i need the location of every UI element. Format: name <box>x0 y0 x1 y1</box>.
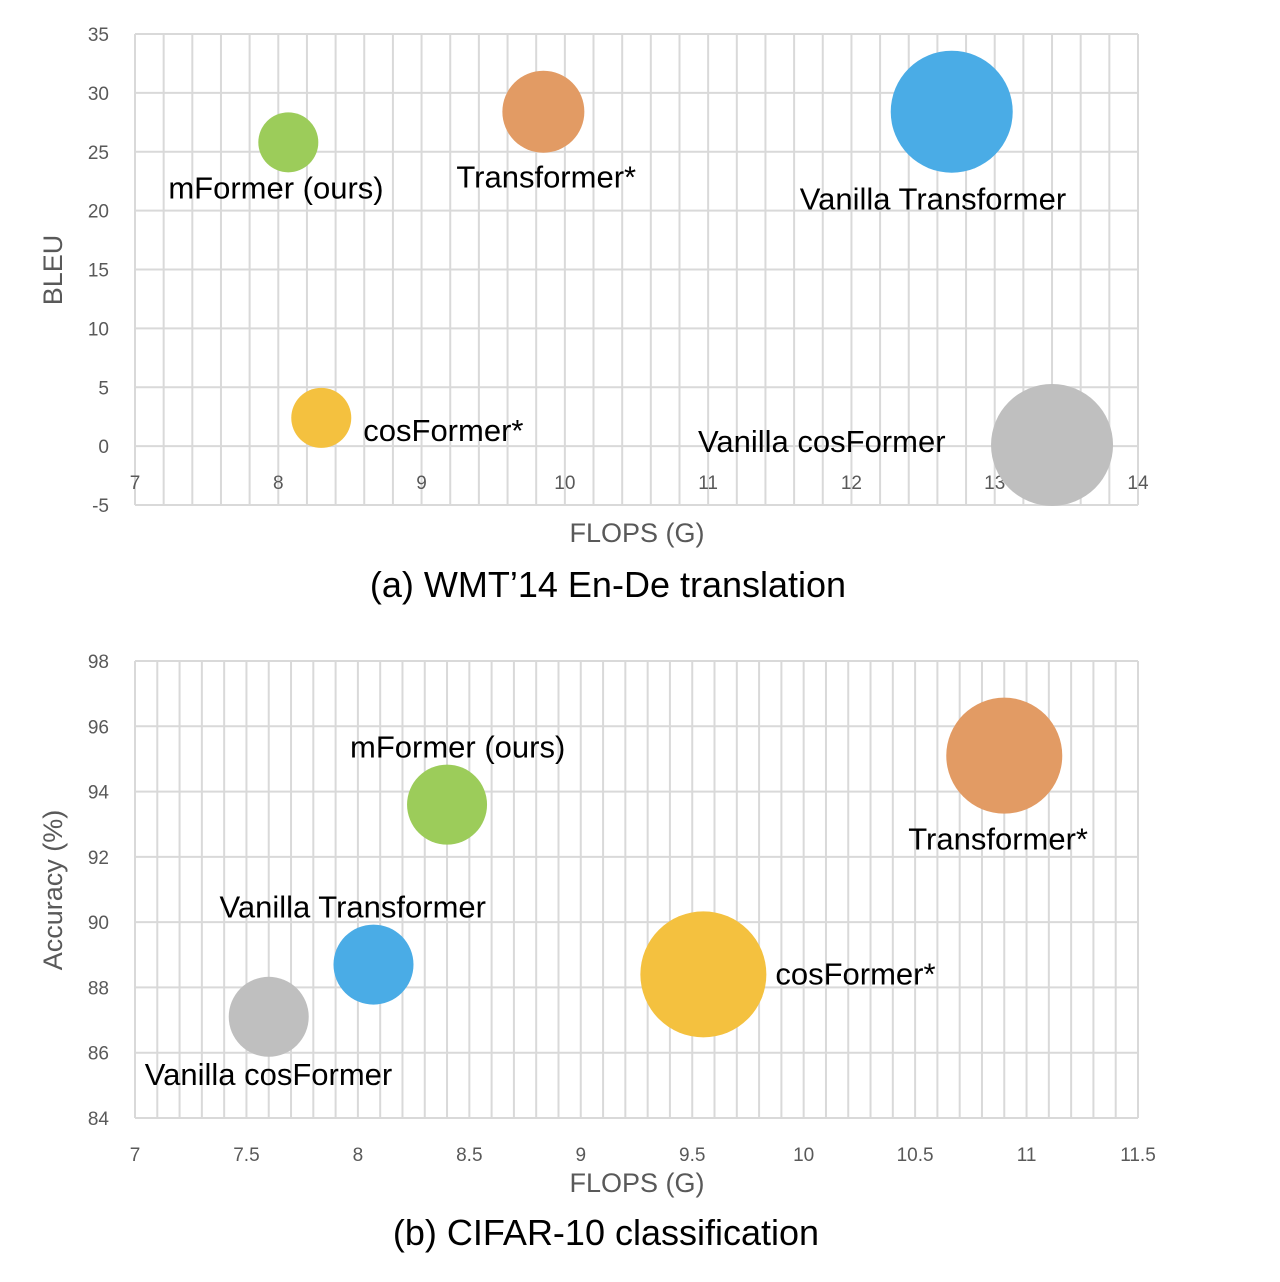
bubble-vanilla-cosformer: Vanilla cosFormer <box>698 383 1114 506</box>
bubble-marker <box>258 112 319 173</box>
bubble-label: mFormer (ours) <box>350 730 565 765</box>
y-tick-label: 20 <box>88 202 109 223</box>
x-tick-label: 11 <box>698 473 718 494</box>
x-axis-label: FLOPS (G) <box>569 518 704 548</box>
bubble-label: Vanilla Transformer <box>800 182 1066 217</box>
bubble-cosformer: cosFormer* <box>291 387 523 448</box>
y-tick-label: 15 <box>88 261 109 282</box>
x-tick-label: 9 <box>575 1145 586 1166</box>
y-tick-label: 86 <box>88 1044 109 1065</box>
bubble-transformer: Transformer* <box>908 697 1088 857</box>
bubble-label: cosFormer* <box>363 413 523 448</box>
x-tick-label: 10 <box>793 1145 814 1166</box>
bubble-marker <box>991 383 1114 506</box>
bubble-label: Vanilla cosFormer <box>145 1057 393 1092</box>
bubble-mformer-ours: mFormer (ours) <box>350 730 565 845</box>
panel-a-translation-chart: 35 30 25 20 15 10 5 0 -5 7 8 9 10 11 12 13 14 FLOPS (G) BL… <box>38 25 1149 605</box>
y-tick-label: 88 <box>88 978 109 999</box>
bubble-vanilla-transformer: Vanilla Transformer <box>219 890 486 1005</box>
y-tick-label: 98 <box>88 652 109 673</box>
x-axis-label: FLOPS (G) <box>569 1168 704 1198</box>
y-tick-label: 0 <box>98 437 109 458</box>
bubble-vanilla-cosformer: Vanilla cosFormer <box>145 976 393 1092</box>
y-tick-label: 84 <box>88 1109 110 1130</box>
bubble-marker <box>228 976 309 1057</box>
y-tick-label: 25 <box>88 143 109 164</box>
x-tick-label: 9 <box>416 473 427 494</box>
x-tick-label: 8 <box>353 1145 364 1166</box>
x-tick-label: 11.5 <box>1120 1145 1156 1166</box>
bubble-label: mFormer (ours) <box>168 170 383 205</box>
bubble-marker <box>890 50 1013 173</box>
bubble-label: Transformer* <box>908 822 1088 857</box>
panel-b-classification-chart: 98 96 94 92 90 88 86 84 7 7.5 8 8.5 9 9.5 10 10.5 11 11.5… <box>38 652 1156 1253</box>
bubble-label: Vanilla cosFormer <box>698 424 946 459</box>
bubble-marker <box>333 924 414 1005</box>
y-tick-label: 30 <box>88 84 109 105</box>
y-tick-label: 35 <box>88 25 109 46</box>
bubble-cosformer: cosFormer* <box>640 911 936 1038</box>
x-tick-label: 8 <box>273 473 284 494</box>
y-tick-label: 92 <box>88 848 109 869</box>
y-tick-label: 94 <box>88 783 110 804</box>
bubble-marker <box>502 70 585 153</box>
bubble-label: Vanilla Transformer <box>219 890 485 925</box>
x-tick-label: 10 <box>554 473 575 494</box>
x-tick-label: 8.5 <box>456 1145 482 1166</box>
x-tick-label: 12 <box>841 473 862 494</box>
bubble-marker <box>407 764 488 845</box>
bubble-label: cosFormer* <box>775 956 935 991</box>
bubble-label: Transformer* <box>456 160 636 195</box>
y-axis-label: BLEU <box>38 235 68 306</box>
x-tick-label: 10.5 <box>897 1145 934 1166</box>
y-tick-label: 5 <box>98 378 109 399</box>
y-tick-label: 10 <box>88 319 109 340</box>
x-tick-label: 7 <box>130 1145 141 1166</box>
bubble-marker <box>291 387 352 448</box>
x-tick-label: 7.5 <box>233 1145 259 1166</box>
x-tick-label: 7 <box>130 473 141 494</box>
bubble-marker <box>640 911 767 1038</box>
gridlines <box>134 660 1139 1119</box>
y-axis-label: Accuracy (%) <box>38 810 68 971</box>
x-tick-label: 13 <box>984 473 1005 494</box>
x-tick-label: 14 <box>1127 473 1149 494</box>
y-tick-label: -5 <box>92 496 109 517</box>
panel-caption: (b) CIFAR-10 classification <box>393 1212 819 1253</box>
y-tick-label: 96 <box>88 717 109 738</box>
bubble-vanilla-transformer: Vanilla Transformer <box>800 50 1066 217</box>
bubble-transformer: Transformer* <box>456 70 636 195</box>
bubble-mformer-ours: mFormer (ours) <box>168 112 384 205</box>
x-tick-label: 11 <box>1017 1145 1037 1166</box>
x-tick-label: 9.5 <box>679 1145 705 1166</box>
y-tick-label: 90 <box>88 913 109 934</box>
panel-caption: (a) WMT’14 En-De translation <box>370 564 846 605</box>
bubble-marker <box>946 697 1063 814</box>
